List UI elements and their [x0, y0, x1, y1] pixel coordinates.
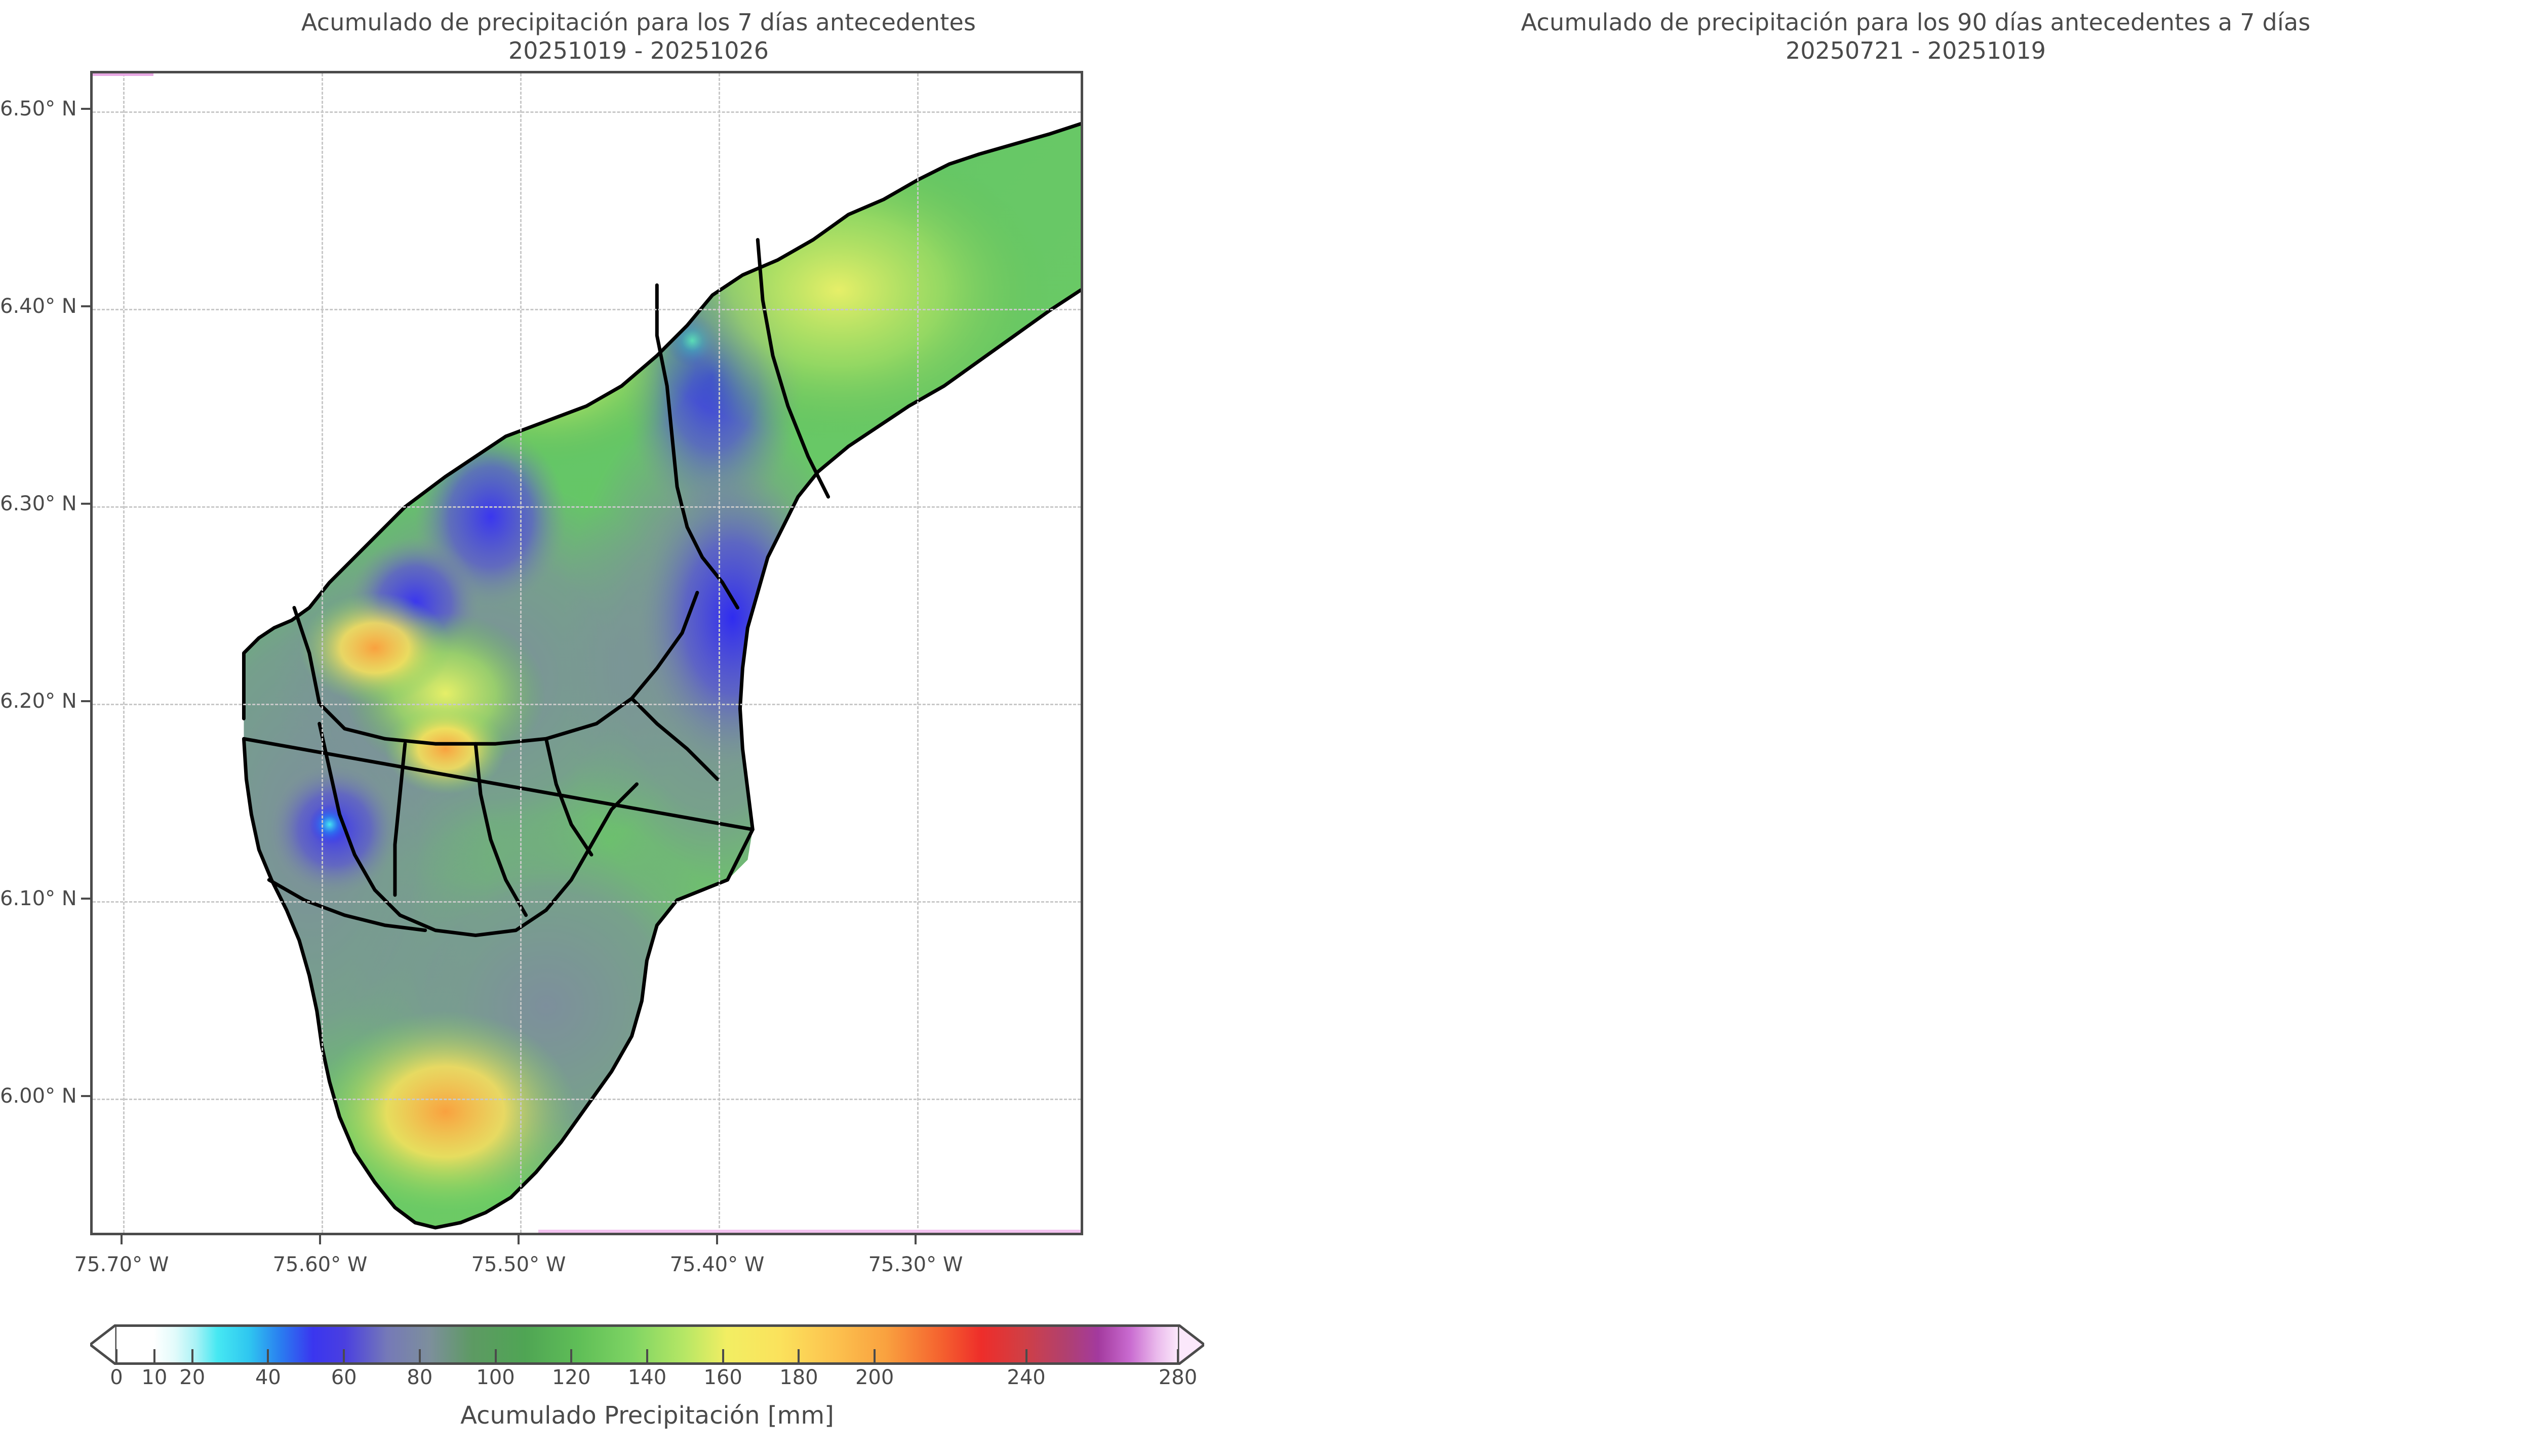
colorbar-ticklabel: 40	[255, 1366, 281, 1389]
colorbar-tickmark	[153, 1349, 155, 1362]
left-xlabel-1: 75.60° W	[272, 1253, 368, 1276]
colorbar-ticklabel: 280	[1158, 1366, 1198, 1389]
left-colorbar-block[interactable]: 0 10 20 40 60 80 100 120 140 160 180 200 240 280 Acum…	[90, 1324, 1204, 1430]
colorbar-tickmark	[570, 1349, 573, 1362]
left-ytick-6.50	[81, 108, 90, 110]
left-xtick-75.70	[121, 1235, 123, 1244]
left-xtick-75.40	[716, 1235, 718, 1244]
left-ylabel-1: 6.40° N	[0, 295, 77, 318]
left-xlabel-4: 75.30° W	[868, 1253, 963, 1276]
left-ylabel-5: 6.00° N	[0, 1084, 77, 1108]
colorbar-tickmark	[494, 1349, 497, 1362]
colorbar-ticklabel: 80	[407, 1366, 433, 1389]
colorbar-tickmark	[874, 1349, 876, 1362]
left-municipal-boundaries	[242, 122, 1081, 1230]
panel-left-7-days: Acumulado de precipitación para los 7 dí…	[0, 8, 1277, 1430]
left-panel-subtitle: 20251019 - 20251026	[508, 37, 769, 65]
left-map-svg	[242, 122, 1081, 1230]
left-title-block: Acumulado de precipitación para los 7 dí…	[0, 8, 1277, 65]
colorbar-tickmark	[418, 1349, 421, 1362]
colorbar-tickmark	[722, 1349, 724, 1362]
left-panel-title: Acumulado de precipitación para los 7 dí…	[301, 9, 976, 36]
colorbar-tickmark	[343, 1349, 345, 1362]
left-xtick-75.60	[319, 1235, 321, 1244]
colorbar-ticklabel: 160	[703, 1366, 742, 1389]
colorbar-ticklabel: 60	[331, 1366, 357, 1389]
left-map-raster	[93, 73, 1081, 1233]
left-colorbar-min-arrow-icon	[90, 1324, 116, 1365]
colorbar-ticklabel: 100	[476, 1366, 515, 1389]
colorbar-ticklabel: 20	[179, 1366, 206, 1389]
left-xlabel-2: 75.50° W	[471, 1253, 566, 1276]
left-ytick-6.20	[81, 700, 90, 702]
colorbar-ticklabel: 240	[1007, 1366, 1046, 1389]
colorbar-ticklabel: 200	[855, 1366, 894, 1389]
left-ylabel-0: 6.50° N	[0, 97, 77, 120]
colorbar-tickmark	[115, 1349, 117, 1362]
right-panel-subtitle: 20250721 - 20251019	[1785, 37, 2046, 65]
panel-right-90-days: Acumulado de precipitación para los 90 d…	[1277, 0, 2532, 1456]
left-colorbar-ticklabels: 0 10 20 40 60 80 100 120 140 160 180 200 240 280	[90, 1366, 1204, 1399]
left-ytick-6.10	[81, 898, 90, 900]
right-panel-title: Acumulado de precipitación para los 90 d…	[1521, 9, 2311, 36]
colorbar-tickmark	[646, 1349, 648, 1362]
left-xtick-75.50	[518, 1235, 520, 1244]
colorbar-ticklabel: 140	[627, 1366, 667, 1389]
left-raster-field	[244, 124, 1081, 1228]
left-ytick-6.00	[81, 1095, 90, 1097]
colorbar-ticklabel: 10	[141, 1366, 168, 1389]
left-ylabel-2: 6.30° N	[0, 492, 77, 515]
left-colorbar-max-arrow-icon	[1178, 1324, 1204, 1365]
left-colorbar-gradient	[115, 1324, 1179, 1365]
left-map-axes[interactable]	[90, 71, 1083, 1235]
colorbar-ticklabel: 120	[552, 1366, 591, 1389]
colorbar-tickmark	[798, 1349, 800, 1362]
left-xlabel-0: 75.70° W	[74, 1253, 169, 1276]
left-ylabel-3: 6.20° N	[0, 690, 77, 713]
colorbar-ticklabel: 180	[779, 1366, 818, 1389]
left-colorbar-label: Acumulado Precipitación [mm]	[460, 1401, 834, 1430]
colorbar-tickmark	[1025, 1349, 1027, 1362]
left-ytick-6.30	[81, 503, 90, 505]
left-xlabel-3: 75.40° W	[669, 1253, 765, 1276]
right-title-block: Acumulado de precipitación para los 90 d…	[1277, 8, 2532, 65]
colorbar-tickmark	[267, 1349, 269, 1362]
colorbar-ticklabel: 0	[110, 1366, 123, 1389]
left-ylabel-4: 6.10° N	[0, 887, 77, 910]
colorbar-tickmark	[191, 1349, 193, 1362]
left-colorbar-row	[90, 1324, 1204, 1365]
left-xtick-75.30	[915, 1235, 917, 1244]
left-ytick-6.40	[81, 305, 90, 307]
